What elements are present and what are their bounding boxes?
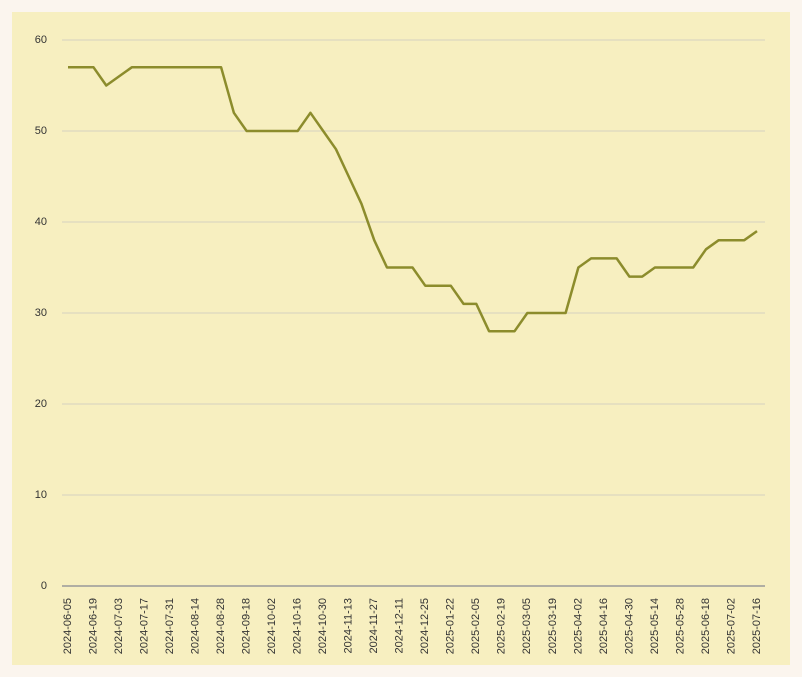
x-tick-label: 2025-06-18 bbox=[700, 598, 712, 654]
x-tick-label: 2025-02-19 bbox=[496, 598, 508, 654]
x-tick-label: 2024-10-30 bbox=[317, 598, 329, 654]
x-tick-label: 2025-03-19 bbox=[547, 598, 559, 654]
x-tick-label: 2024-08-14 bbox=[189, 598, 201, 654]
x-tick-label: 2024-07-31 bbox=[164, 598, 176, 654]
x-tick-label: 2024-06-05 bbox=[62, 598, 74, 654]
x-tick-label: 2025-03-05 bbox=[521, 598, 533, 654]
plot-background bbox=[12, 12, 790, 665]
y-tick-label: 60 bbox=[35, 34, 47, 46]
x-tick-label: 2025-04-02 bbox=[572, 598, 584, 654]
x-tick-label: 2024-09-18 bbox=[241, 598, 253, 654]
x-tick-label: 2024-10-02 bbox=[266, 598, 278, 654]
line bbox=[68, 66, 758, 333]
x-tick-label: 2025-07-02 bbox=[725, 598, 737, 654]
y-tick-label: 50 bbox=[35, 125, 47, 137]
x-tick-label: 2025-07-16 bbox=[751, 598, 763, 654]
x-tick-label: 2024-06-19 bbox=[87, 598, 99, 654]
x-tick-label: 2025-04-16 bbox=[598, 598, 610, 654]
y-tick-label: 30 bbox=[35, 307, 47, 319]
x-tick-label: 2024-11-13 bbox=[343, 598, 355, 653]
y-tick-label: 10 bbox=[35, 489, 47, 501]
x-tick-label: 2025-04-30 bbox=[623, 598, 635, 654]
y-tick-label: 20 bbox=[35, 398, 47, 410]
x-tick-label: 2025-02-05 bbox=[470, 598, 482, 654]
x-tick-label: 2024-07-17 bbox=[138, 598, 150, 654]
x-tick-label: 2024-11-27 bbox=[368, 598, 380, 653]
x-tick-label: 2024-12-25 bbox=[419, 598, 431, 654]
x-tick-label: 2025-01-22 bbox=[445, 598, 457, 654]
x-tick-label: 2025-05-14 bbox=[649, 598, 661, 654]
y-tick-label: 0 bbox=[41, 580, 47, 592]
x-tick-label: 2024-12-11 bbox=[394, 598, 406, 653]
x-tick-label: 2024-08-28 bbox=[215, 598, 227, 654]
x-tick-label: 2025-05-28 bbox=[674, 598, 686, 654]
x-tick-label: 2024-07-03 bbox=[113, 598, 125, 654]
x-tick-label: 2024-10-16 bbox=[292, 598, 304, 654]
y-tick-label: 40 bbox=[35, 216, 47, 228]
